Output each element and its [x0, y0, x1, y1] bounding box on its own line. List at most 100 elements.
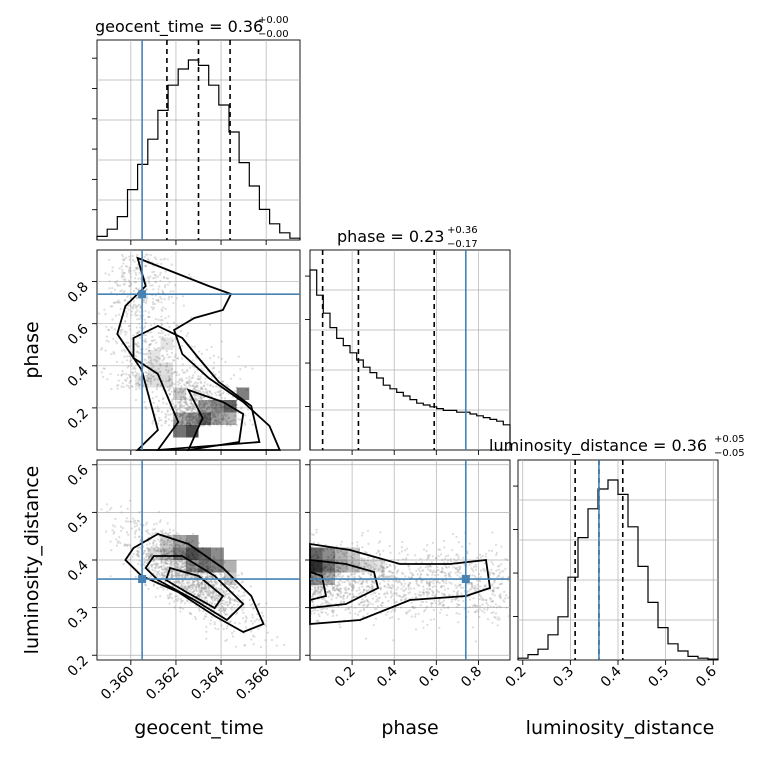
scatter-point — [182, 585, 185, 588]
scatter-point — [129, 272, 132, 275]
scatter-point — [505, 606, 508, 609]
scatter-point — [339, 543, 342, 546]
scatter-point — [128, 304, 131, 307]
density-cell — [147, 375, 161, 388]
scatter-point — [257, 603, 260, 606]
scatter-point — [193, 569, 196, 573]
scatter-point — [115, 544, 118, 547]
scatter-point — [491, 621, 494, 624]
panel-distance-hist — [517, 459, 719, 661]
scatter-point — [100, 371, 103, 374]
scatter-point — [120, 253, 124, 256]
scatter-point — [138, 331, 141, 334]
scatter-point — [189, 612, 192, 616]
scatter-point — [129, 520, 132, 523]
scatter-point — [190, 410, 193, 413]
scatter-point — [157, 288, 160, 291]
scatter-point — [149, 352, 152, 355]
scatter-point — [134, 342, 137, 345]
scatter-point — [128, 266, 131, 269]
scatter-point — [160, 329, 163, 332]
scatter-point — [205, 625, 208, 629]
scatter-point — [159, 595, 162, 598]
scatter-point — [119, 505, 123, 508]
scatter-point — [210, 375, 213, 378]
scatter-point — [149, 361, 152, 364]
scatter-point — [176, 381, 180, 384]
scatter-point — [132, 334, 135, 337]
scatter-point — [375, 552, 378, 555]
scatter-point — [224, 609, 227, 612]
x-tick-label: 0.2 — [503, 664, 530, 691]
scatter-point — [180, 409, 183, 413]
scatter-point — [150, 382, 153, 385]
scatter-point — [159, 349, 162, 352]
scatter-point — [122, 385, 125, 388]
scatter-point — [215, 586, 218, 589]
scatter-point — [156, 409, 159, 412]
scatter-point — [233, 583, 236, 587]
scatter-point — [110, 326, 113, 329]
scatter-point — [153, 256, 156, 259]
scatter-point — [229, 420, 232, 423]
scatter-point — [109, 305, 112, 308]
scatter-point — [117, 373, 120, 376]
scatter-point — [359, 609, 362, 612]
scatter-point — [117, 301, 120, 304]
scatter-point — [149, 376, 152, 379]
scatter-point — [193, 593, 197, 596]
scatter-point — [195, 589, 198, 593]
scatter-point — [139, 546, 142, 549]
scatter-point — [483, 569, 486, 573]
scatter-point — [210, 411, 213, 414]
scatter-point — [276, 636, 279, 639]
scatter-point — [188, 413, 191, 416]
scatter-point — [491, 531, 494, 534]
scatter-point — [151, 301, 155, 304]
scatter-point — [183, 411, 186, 414]
scatter-point — [119, 332, 122, 335]
scatter-point — [358, 588, 361, 591]
scatter-point — [190, 316, 193, 319]
scatter-point — [498, 594, 501, 598]
scatter-point — [188, 405, 191, 408]
scatter-point — [133, 281, 136, 284]
scatter-point — [143, 400, 146, 404]
scatter-point — [155, 522, 158, 525]
scatter-point — [153, 566, 156, 570]
scatter-point — [127, 543, 130, 546]
scatter-point — [200, 382, 203, 385]
density-cell — [173, 387, 186, 400]
scatter-point — [180, 391, 184, 394]
scatter-point — [134, 311, 137, 314]
scatter-point — [338, 623, 341, 626]
scatter-point — [183, 371, 186, 374]
scatter-point — [214, 627, 217, 630]
scatter-point — [191, 404, 195, 407]
scatter-point — [157, 399, 161, 402]
scatter-point — [457, 557, 460, 560]
scatter-point — [443, 546, 446, 549]
scatter-point — [333, 586, 336, 589]
scatter-point — [331, 588, 334, 592]
scatter-point — [106, 503, 109, 506]
scatter-point — [402, 572, 405, 576]
scatter-point — [484, 555, 488, 558]
scatter-point — [156, 383, 159, 386]
scatter-point — [447, 572, 450, 575]
scatter-point — [214, 419, 217, 422]
scatter-point — [188, 562, 191, 565]
scatter-point — [172, 345, 175, 348]
scatter-point — [218, 609, 221, 612]
scatter-point — [195, 418, 199, 421]
scatter-point — [156, 262, 159, 265]
scatter-point — [447, 593, 451, 597]
scatter-point — [172, 600, 175, 603]
scatter-point — [139, 376, 142, 379]
scatter-point — [504, 557, 507, 561]
scatter-point — [161, 331, 165, 334]
scatter-point — [202, 402, 205, 405]
scatter-point — [381, 572, 384, 576]
scatter-point — [161, 323, 164, 326]
scatter-point — [125, 359, 129, 362]
